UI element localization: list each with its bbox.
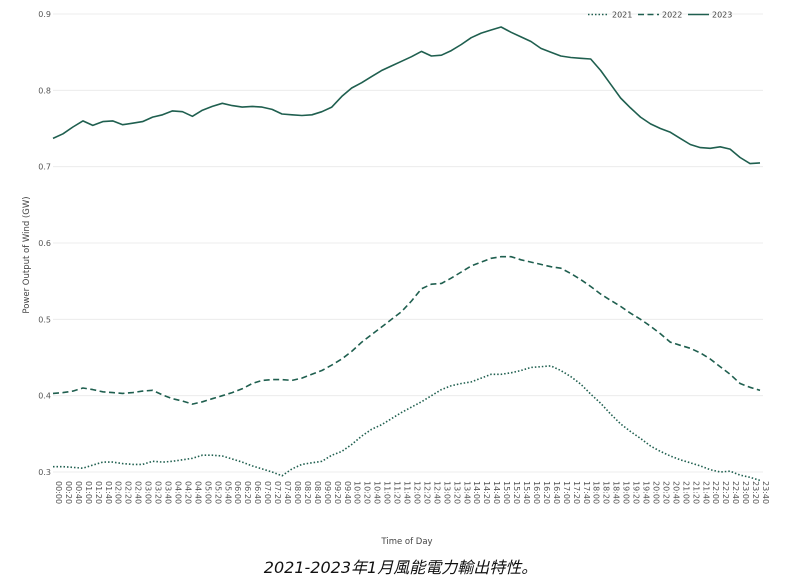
x-tick-label: 15:00 bbox=[502, 481, 511, 504]
gridlines bbox=[53, 13, 763, 473]
x-tick-label: 13:00 bbox=[442, 481, 451, 504]
x-tick-label: 11:20 bbox=[393, 481, 402, 504]
x-tick-label: 04:00 bbox=[173, 481, 182, 504]
x-tick-label: 02:40 bbox=[134, 481, 143, 504]
x-tick-label: 12:20 bbox=[422, 481, 431, 504]
x-tick-label: 14:20 bbox=[482, 481, 491, 504]
x-tick-label: 10:00 bbox=[353, 481, 362, 504]
x-tick-label: 05:20 bbox=[213, 481, 222, 504]
x-tick-label: 19:20 bbox=[632, 481, 641, 504]
x-tick-label: 01:20 bbox=[94, 481, 103, 504]
x-tick-label: 20:20 bbox=[661, 481, 670, 504]
legend: 2021 2022 2023 bbox=[588, 11, 732, 20]
x-tick-label: 15:40 bbox=[522, 481, 531, 504]
x-tick-label: 05:40 bbox=[223, 481, 232, 504]
x-tick-label: 13:20 bbox=[452, 481, 461, 504]
x-tick-label: 10:40 bbox=[373, 481, 382, 504]
y-tick-label: 0.6 bbox=[38, 239, 51, 248]
x-tick-label: 18:40 bbox=[612, 481, 621, 504]
x-tick-label: 16:20 bbox=[542, 481, 551, 504]
x-tick-label: 18:20 bbox=[602, 481, 611, 504]
x-tick-label: 20:40 bbox=[671, 481, 680, 504]
x-tick-label: 02:20 bbox=[124, 481, 133, 504]
x-tick-label: 04:20 bbox=[183, 481, 192, 504]
y-tick-label: 0.5 bbox=[38, 315, 51, 324]
x-tick-label: 03:20 bbox=[154, 481, 163, 504]
series-line-2021 bbox=[53, 365, 761, 482]
x-tick-label: 23:40 bbox=[761, 481, 770, 504]
x-tick-label: 21:00 bbox=[681, 481, 690, 504]
x-tick-label: 06:40 bbox=[253, 481, 262, 504]
x-tick-label: 10:20 bbox=[363, 481, 372, 504]
y-tick-label: 0.9 bbox=[38, 10, 51, 19]
x-tick-label: 16:40 bbox=[552, 481, 561, 504]
x-tick-label: 17:20 bbox=[572, 481, 581, 504]
x-tick-label: 12:40 bbox=[432, 481, 441, 504]
x-axis-ticks: 00:00 00:20 00:40 01:00 01:20 01:40 02:00 02:20… bbox=[54, 481, 770, 504]
x-tick-label: 09:40 bbox=[343, 481, 352, 504]
x-tick-label: 12:00 bbox=[412, 481, 421, 504]
x-tick-label: 03:00 bbox=[144, 481, 153, 504]
x-tick-label: 19:40 bbox=[642, 481, 651, 504]
x-tick-label: 00:40 bbox=[74, 481, 83, 504]
x-tick-label: 15:20 bbox=[512, 481, 521, 504]
series-lines bbox=[52, 26, 761, 482]
x-tick-label: 06:00 bbox=[233, 481, 242, 504]
x-tick-label: 08:20 bbox=[303, 481, 312, 504]
y-tick-label: 0.7 bbox=[38, 163, 51, 172]
legend-label-2023: 2023 bbox=[712, 11, 732, 20]
x-tick-label: 05:00 bbox=[203, 481, 212, 504]
series-line-2022 bbox=[52, 255, 761, 405]
y-axis-title: Power Output of Wind (GW) bbox=[22, 196, 32, 313]
x-tick-label: 16:00 bbox=[532, 481, 541, 504]
x-tick-label: 09:20 bbox=[333, 481, 342, 504]
x-tick-label: 13:40 bbox=[462, 481, 471, 504]
x-tick-label: 00:00 bbox=[54, 481, 63, 504]
x-tick-label: 23:20 bbox=[751, 481, 760, 504]
x-tick-label: 21:40 bbox=[701, 481, 710, 504]
x-tick-label: 01:00 bbox=[84, 481, 93, 504]
x-tick-label: 18:00 bbox=[592, 481, 601, 504]
x-tick-label: 22:00 bbox=[711, 481, 720, 504]
x-tick-label: 08:00 bbox=[293, 481, 302, 504]
x-tick-label: 09:00 bbox=[323, 481, 332, 504]
x-tick-label: 00:20 bbox=[64, 481, 73, 504]
series-line-2023 bbox=[52, 26, 761, 165]
x-tick-label: 17:00 bbox=[562, 481, 571, 504]
x-tick-label: 03:40 bbox=[164, 481, 173, 504]
figure-caption: 2021-2023年1月風能電力輸出特性。 bbox=[263, 558, 538, 577]
x-tick-label: 22:20 bbox=[721, 481, 730, 504]
x-tick-label: 08:40 bbox=[313, 481, 322, 504]
x-tick-label: 20:00 bbox=[651, 481, 660, 504]
x-tick-label: 07:20 bbox=[273, 481, 282, 504]
x-tick-label: 07:00 bbox=[263, 481, 272, 504]
y-tick-label: 0.4 bbox=[38, 392, 51, 401]
x-tick-label: 19:00 bbox=[622, 481, 631, 504]
y-tick-label: 0.3 bbox=[38, 468, 51, 477]
x-tick-label: 01:40 bbox=[104, 481, 113, 504]
x-tick-label: 21:20 bbox=[691, 481, 700, 504]
y-tick-label: 0.8 bbox=[38, 86, 51, 95]
x-tick-label: 07:40 bbox=[283, 481, 292, 504]
x-tick-label: 14:00 bbox=[472, 481, 481, 504]
x-tick-label: 17:40 bbox=[582, 481, 591, 504]
x-tick-label: 22:40 bbox=[731, 481, 740, 504]
x-tick-label: 06:20 bbox=[243, 481, 252, 504]
x-tick-label: 04:40 bbox=[193, 481, 202, 504]
x-axis-title: Time of Day bbox=[380, 537, 432, 547]
x-tick-label: 23:00 bbox=[741, 481, 750, 504]
legend-label-2021: 2021 bbox=[612, 11, 632, 20]
y-axis-ticks: 0.3 0.4 0.5 0.6 0.7 0.8 0.9 bbox=[38, 10, 51, 477]
x-tick-label: 11:40 bbox=[403, 481, 412, 504]
legend-label-2022: 2022 bbox=[662, 11, 682, 20]
x-tick-label: 14:40 bbox=[492, 481, 501, 504]
x-tick-label: 02:00 bbox=[114, 481, 123, 504]
x-tick-label: 11:00 bbox=[383, 481, 392, 504]
